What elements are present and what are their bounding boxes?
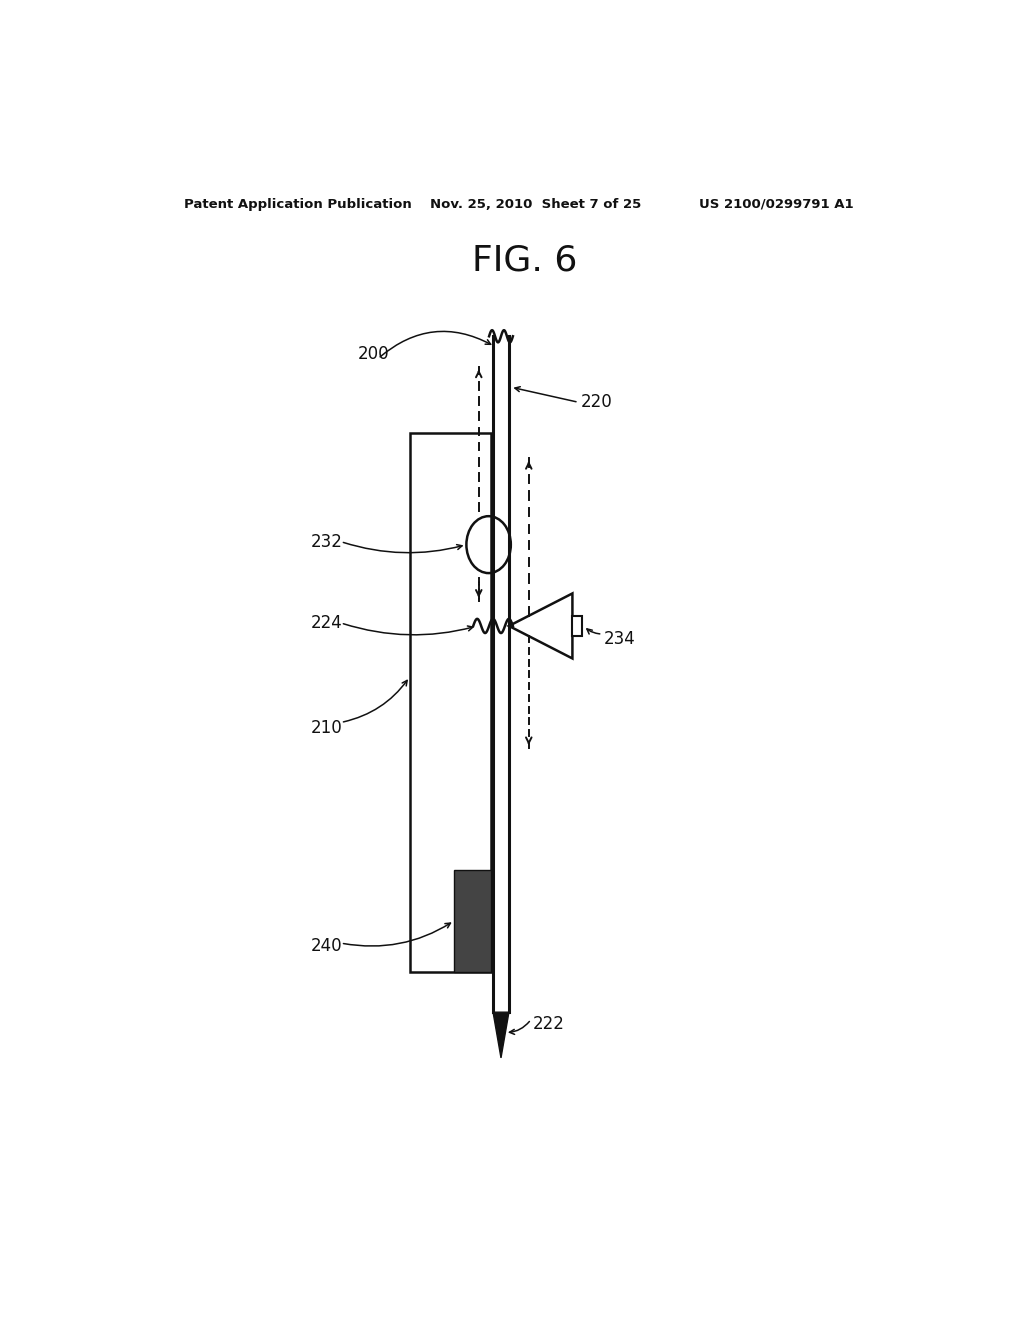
Bar (410, 433, 490, 972)
Text: 210: 210 (310, 718, 342, 737)
Text: FIG. 6: FIG. 6 (472, 243, 578, 277)
Text: 232: 232 (310, 532, 342, 550)
Text: US 2100/0299791 A1: US 2100/0299791 A1 (699, 198, 854, 211)
Bar (572, 616, 582, 636)
Bar (455, 870, 490, 972)
Text: Patent Application Publication: Patent Application Publication (183, 198, 412, 211)
Text: 222: 222 (532, 1015, 564, 1034)
Text: Nov. 25, 2010  Sheet 7 of 25: Nov. 25, 2010 Sheet 7 of 25 (430, 198, 641, 211)
Text: 224: 224 (310, 614, 342, 632)
Text: 220: 220 (581, 393, 612, 412)
Text: 234: 234 (604, 630, 636, 648)
Polygon shape (494, 1012, 509, 1057)
Text: 200: 200 (358, 345, 390, 363)
Text: 240: 240 (310, 937, 342, 956)
